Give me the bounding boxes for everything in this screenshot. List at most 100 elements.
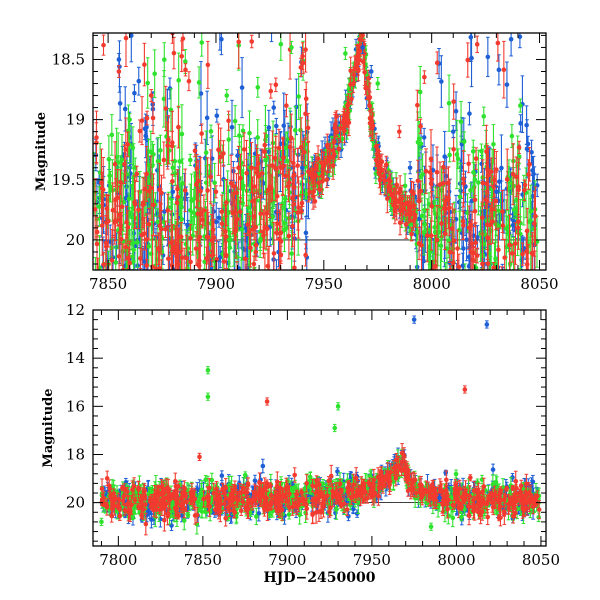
sample-point bbox=[418, 137, 424, 151]
data-point bbox=[433, 234, 438, 270]
data-point bbox=[109, 114, 115, 156]
data-point bbox=[450, 303, 455, 341]
data-point bbox=[180, 33, 186, 51]
data-point bbox=[260, 458, 266, 474]
data-point bbox=[460, 211, 466, 240]
data-point bbox=[439, 55, 444, 108]
data-point bbox=[274, 225, 280, 241]
data-point bbox=[460, 284, 465, 298]
data-point bbox=[218, 127, 224, 187]
data-point bbox=[465, 42, 471, 78]
data-point bbox=[244, 278, 249, 337]
sample-point bbox=[375, 77, 381, 91]
data-point bbox=[378, 164, 383, 195]
data-point bbox=[453, 91, 459, 131]
data-point bbox=[223, 215, 229, 258]
data-point bbox=[283, 164, 289, 188]
data-point bbox=[183, 63, 188, 77]
data-point bbox=[242, 232, 248, 270]
data-point bbox=[360, 54, 366, 70]
data-point bbox=[139, 204, 145, 266]
y-tick-label: 20 bbox=[66, 494, 85, 512]
data-point bbox=[105, 194, 111, 248]
data-point bbox=[187, 153, 193, 167]
data-point bbox=[106, 263, 111, 270]
data-point bbox=[253, 294, 258, 310]
data-point bbox=[313, 161, 318, 177]
data-point bbox=[136, 190, 141, 230]
data-point bbox=[303, 33, 308, 73]
data-point bbox=[266, 266, 270, 270]
sample-point bbox=[235, 149, 240, 163]
data-point bbox=[302, 138, 307, 166]
data-point bbox=[438, 248, 443, 270]
data-point bbox=[533, 186, 538, 246]
data-point bbox=[296, 72, 302, 121]
sample-point bbox=[213, 185, 219, 199]
data-point bbox=[253, 507, 259, 526]
data-point bbox=[451, 282, 456, 326]
data-point bbox=[447, 147, 452, 163]
data-point bbox=[513, 222, 518, 265]
data-point bbox=[327, 148, 332, 169]
data-point bbox=[490, 463, 496, 476]
y-tick-label: 12 bbox=[66, 301, 85, 319]
data-point bbox=[248, 228, 253, 268]
data-point bbox=[479, 201, 485, 234]
data-point bbox=[403, 191, 408, 217]
data-point bbox=[198, 61, 204, 126]
data-point bbox=[132, 179, 138, 229]
data-point bbox=[482, 262, 486, 270]
data-point bbox=[485, 239, 491, 270]
data-point bbox=[386, 181, 391, 193]
data-point bbox=[185, 512, 191, 518]
data-point bbox=[334, 110, 339, 123]
data-point bbox=[291, 166, 297, 186]
data-point bbox=[99, 195, 105, 256]
data-point bbox=[265, 164, 271, 215]
data-point bbox=[166, 225, 171, 270]
data-point bbox=[241, 164, 246, 207]
data-point bbox=[161, 70, 167, 128]
data-point bbox=[336, 138, 342, 160]
data-point bbox=[363, 81, 368, 96]
data-point bbox=[415, 159, 421, 202]
data-point bbox=[96, 293, 101, 307]
data-point bbox=[300, 42, 305, 71]
data-point bbox=[439, 209, 444, 238]
data-point bbox=[255, 76, 261, 98]
data-point bbox=[344, 104, 349, 126]
data-point bbox=[186, 71, 192, 92]
data-point bbox=[249, 141, 254, 194]
data-point bbox=[145, 57, 151, 109]
data-point bbox=[518, 114, 523, 133]
sample-point bbox=[411, 315, 417, 324]
data-point bbox=[221, 229, 227, 270]
data-point bbox=[134, 165, 140, 182]
data-point bbox=[310, 182, 316, 210]
data-point bbox=[251, 255, 257, 270]
data-point bbox=[94, 226, 100, 238]
data-point bbox=[113, 245, 119, 270]
data-point bbox=[524, 207, 530, 254]
data-point bbox=[139, 96, 145, 146]
data-point bbox=[367, 109, 373, 137]
data-point bbox=[176, 227, 182, 270]
data-point bbox=[429, 191, 435, 222]
sample-point bbox=[224, 89, 230, 103]
sample-point bbox=[332, 423, 338, 433]
sample-point bbox=[170, 185, 176, 199]
data-point bbox=[236, 145, 241, 190]
data-point bbox=[479, 143, 484, 159]
data-point bbox=[425, 208, 430, 263]
data-point bbox=[518, 198, 523, 269]
data-point bbox=[460, 280, 465, 336]
data-point bbox=[460, 252, 466, 270]
data-point bbox=[513, 156, 519, 198]
data-point bbox=[467, 101, 472, 126]
data-point bbox=[142, 42, 147, 87]
data-point bbox=[485, 509, 491, 526]
y-axis-label: Magnitude bbox=[41, 388, 56, 467]
data-point bbox=[518, 98, 523, 113]
data-point bbox=[409, 226, 414, 242]
